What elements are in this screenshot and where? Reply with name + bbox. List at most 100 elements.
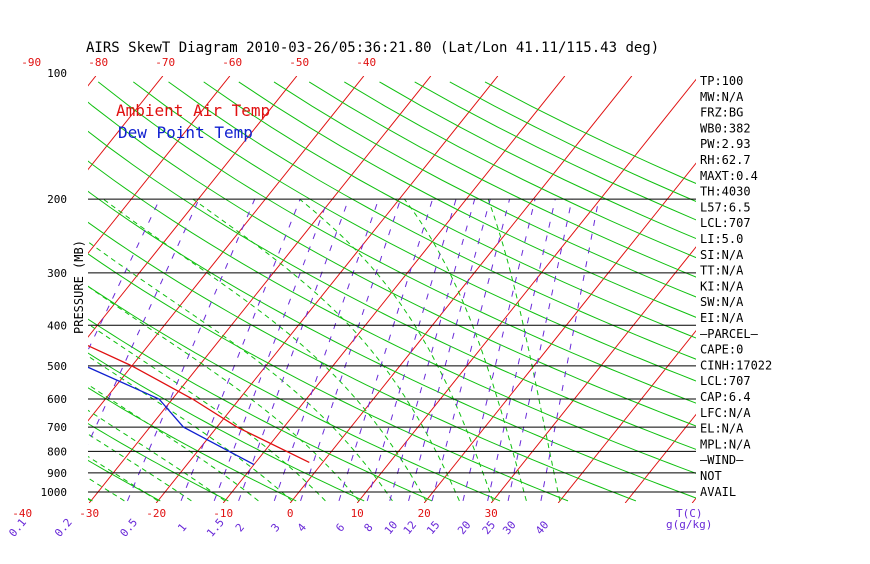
mixing-ratio-tick-label: 6 [333, 521, 347, 534]
dry-adiabat-line [98, 82, 870, 501]
mixing-ratio-tick-label: 12 [401, 518, 419, 537]
mixing-ratio-tick-label: 2 [233, 521, 247, 534]
index-label: EL:N/A [700, 422, 744, 436]
pressure-tick-label: 800 [47, 445, 67, 458]
mixing-ratio-tick-label: 4 [295, 521, 309, 535]
index-label: MW:N/A [700, 90, 744, 104]
pressure-tick-label: 200 [47, 193, 67, 206]
bottom-temp-tick-label: 0 [287, 507, 294, 520]
y-axis-label: PRESSURE (MB) [72, 240, 86, 334]
top-temp-tick-label: -80 [88, 56, 108, 69]
moist-adiabat-line [103, 199, 426, 501]
isotherm-line [0, 76, 29, 503]
dry-adiabat-line [380, 82, 870, 501]
pressure-tick-label: 900 [47, 467, 67, 480]
mixing-ratio-tick-label: 10 [382, 518, 400, 537]
moist-adiabat-line [404, 199, 526, 501]
bottom-temp-tick-label: 10 [351, 507, 364, 520]
mixing-ratio-tick-label: 3 [269, 521, 283, 534]
index-label: AVAIL [700, 485, 736, 499]
index-label: LI:5.0 [700, 232, 743, 246]
top-temp-tick-label: -50 [289, 56, 309, 69]
bottom-temp-tick-label: 20 [418, 507, 431, 520]
mixing-ratio-line [214, 199, 328, 501]
dry-adiabat-line [344, 82, 870, 501]
dry-adiabat-line [239, 82, 870, 501]
moist-adiabat-line [0, 199, 292, 501]
mixing-ratio-tick-label: 0.2 [52, 516, 75, 540]
index-label: EI:N/A [700, 311, 744, 325]
top-temp-tick-label: -60 [222, 56, 242, 69]
mixing-ratio-tick-label: 40 [533, 518, 551, 537]
index-label: SW:N/A [700, 295, 744, 309]
index-label: RH:62.7 [700, 153, 751, 167]
pressure-tick-label: 600 [47, 393, 67, 406]
index-label: —PARCEL— [700, 327, 759, 341]
isotherm-line [491, 76, 833, 503]
dry-adiabat-line [133, 82, 870, 501]
mixing-ratio-tick-label: 20 [455, 518, 473, 537]
pressure-tick-label: 100 [47, 67, 67, 80]
mixing-ratio-tick-label: 8 [361, 521, 375, 534]
mixing-ratio-line [16, 199, 159, 501]
dry-adiabat-line [415, 82, 870, 501]
mixing-ratio-line [541, 199, 599, 501]
index-label: L57:6.5 [700, 200, 751, 214]
mixing-ratio-tick-label: 1 [175, 521, 189, 534]
index-label: SI:N/A [700, 248, 744, 262]
index-label: TP:100 [700, 74, 743, 88]
index-label: CAP:6.4 [700, 390, 751, 404]
index-label: PW:2.93 [700, 137, 751, 151]
mixing-ratio-line [463, 199, 535, 501]
index-label: FRZ:BG [700, 106, 743, 120]
index-label: CINH:17022 [700, 358, 772, 372]
moist-adiabat-line [32, 199, 392, 501]
mixing-ratio-line [409, 199, 491, 501]
index-label: MPL:N/A [700, 437, 751, 451]
index-label: TT:N/A [700, 264, 744, 278]
mixing-ratio-tick-label: 25 [480, 518, 498, 537]
mixing-ratio-line [367, 199, 456, 501]
mixing-ratio-line [181, 199, 300, 501]
pressure-tick-label: 500 [47, 360, 67, 373]
index-label: NOT [700, 469, 722, 483]
index-label: LCL:707 [700, 216, 751, 230]
index-label: MAXT:0.4 [700, 169, 758, 183]
index-label: LFC:N/A [700, 406, 751, 420]
pressure-tick-label: 700 [47, 421, 67, 434]
pressure-tick-label: 1000 [41, 486, 68, 499]
index-label: TH:4030 [700, 185, 751, 199]
index-label: KI:N/A [700, 279, 744, 293]
index-label: WB0:382 [700, 121, 751, 135]
dry-adiabat-line [309, 82, 870, 501]
dry-adiabat-line [0, 82, 772, 501]
bottom-temp-tick-label: -40 [12, 507, 32, 520]
index-label: LCL:707 [700, 374, 751, 388]
chart-title: AIRS SkewT Diagram 2010-03-26/05:36:21.8… [86, 40, 659, 56]
pressure-tick-label: 300 [47, 267, 67, 280]
dry-adiabat-line [0, 82, 24, 501]
index-label: CAPE:0 [700, 343, 743, 357]
moist-adiabat-line [0, 199, 258, 501]
bottom-temp-tick-label: -30 [79, 507, 99, 520]
top-temp-tick-label: -90 [21, 56, 41, 69]
dry-adiabat-line [0, 82, 364, 501]
mixing-ratio-line [508, 199, 572, 501]
mixing-ratio-tick-label: 0.5 [117, 516, 140, 540]
top-temp-tick-label: -40 [356, 56, 376, 69]
mixing-ratio-tick-label: 15 [424, 518, 442, 537]
legend-dew-point-temp: Dew Point Temp [118, 123, 253, 142]
mixing-ratio-line [274, 199, 378, 501]
dry-adiabat-line [0, 82, 296, 501]
isotherm-line [223, 76, 565, 503]
index-label: —WIND— [700, 453, 744, 467]
mixing-ratio-line [488, 199, 556, 501]
mixing-ratio-unit-label: g(g/kg) [666, 518, 712, 531]
dry-adiabat-line [169, 82, 870, 501]
mixing-ratio-tick-label: 30 [500, 518, 518, 537]
